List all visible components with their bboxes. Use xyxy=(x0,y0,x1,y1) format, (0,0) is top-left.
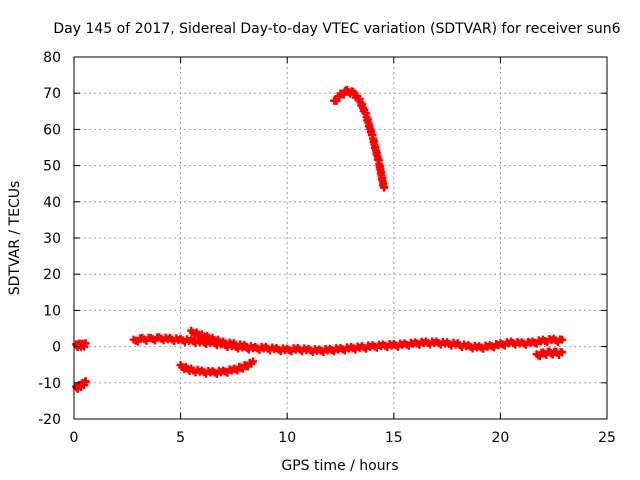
x-tick-label: 5 xyxy=(176,430,185,446)
axis-ticks: 0 5 10 15 20 25 -20 -10 0 10 20 30 40 50 60 70 80 xyxy=(38,50,616,446)
data-point xyxy=(558,348,567,357)
data-point xyxy=(332,96,341,105)
x-tick-label: 25 xyxy=(598,430,616,446)
data-point xyxy=(251,342,260,351)
x-tick-label: 0 xyxy=(70,430,79,446)
y-tick-label: 30 xyxy=(43,231,61,247)
series-seg7 xyxy=(532,347,567,361)
y-tick-label: 40 xyxy=(43,195,61,211)
series-seg1 xyxy=(72,339,90,352)
series-seg4 xyxy=(187,326,260,353)
y-tick-label: 20 xyxy=(43,267,61,283)
y-tick-label: 0 xyxy=(52,340,61,356)
y-tick-label: 60 xyxy=(43,122,61,138)
series-seg6 xyxy=(330,85,389,192)
series-seg5 xyxy=(176,357,258,378)
data-point xyxy=(558,335,567,344)
grid xyxy=(74,57,607,419)
data-point xyxy=(81,339,90,348)
x-tick-label: 20 xyxy=(491,430,509,446)
x-axis-label: GPS time / hours xyxy=(281,458,398,474)
x-tick-label: 15 xyxy=(385,430,403,446)
y-tick-label: -10 xyxy=(38,376,61,392)
series-seg2 xyxy=(72,377,90,393)
x-tick-label: 10 xyxy=(278,430,296,446)
y-tick-label: -20 xyxy=(38,412,61,428)
data-points xyxy=(72,85,567,393)
y-tick-label: 70 xyxy=(43,86,61,102)
y-tick-label: 80 xyxy=(43,50,61,66)
y-tick-label: 50 xyxy=(43,159,61,175)
y-tick-label: 10 xyxy=(43,303,61,319)
data-point xyxy=(81,377,90,386)
y-axis-label: SDTVAR / TECUs xyxy=(7,181,23,296)
data-point xyxy=(249,357,258,366)
data-point xyxy=(380,183,389,192)
chart-title: Day 145 of 2017, Sidereal Day-to-day VTE… xyxy=(53,21,620,37)
